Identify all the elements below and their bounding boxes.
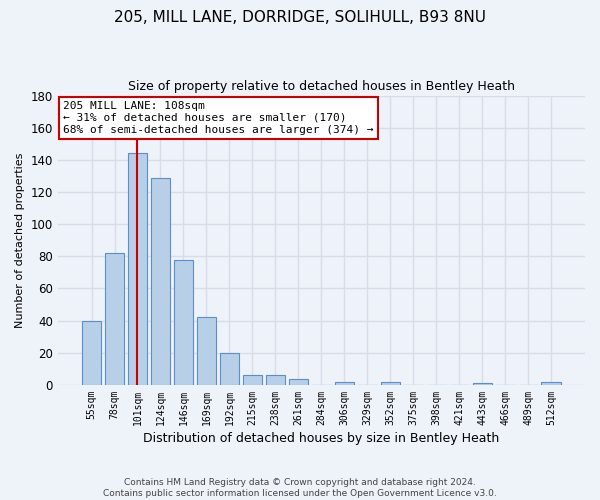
Bar: [335, 382, 354, 385]
Title: Size of property relative to detached houses in Bentley Heath: Size of property relative to detached ho…: [128, 80, 515, 93]
Bar: [220, 353, 239, 385]
Bar: [473, 384, 492, 385]
Bar: [197, 318, 216, 385]
Bar: [82, 320, 101, 385]
Text: 205 MILL LANE: 108sqm
← 31% of detached houses are smaller (170)
68% of semi-det: 205 MILL LANE: 108sqm ← 31% of detached …: [63, 102, 374, 134]
Bar: [266, 376, 285, 385]
Bar: [151, 178, 170, 385]
Bar: [541, 382, 561, 385]
X-axis label: Distribution of detached houses by size in Bentley Heath: Distribution of detached houses by size …: [143, 432, 500, 445]
Bar: [289, 378, 308, 385]
Text: 205, MILL LANE, DORRIDGE, SOLIHULL, B93 8NU: 205, MILL LANE, DORRIDGE, SOLIHULL, B93 …: [114, 10, 486, 25]
Bar: [174, 260, 193, 385]
Text: Contains HM Land Registry data © Crown copyright and database right 2024.
Contai: Contains HM Land Registry data © Crown c…: [103, 478, 497, 498]
Y-axis label: Number of detached properties: Number of detached properties: [15, 152, 25, 328]
Bar: [242, 376, 262, 385]
Bar: [105, 253, 124, 385]
Bar: [128, 154, 147, 385]
Bar: [380, 382, 400, 385]
